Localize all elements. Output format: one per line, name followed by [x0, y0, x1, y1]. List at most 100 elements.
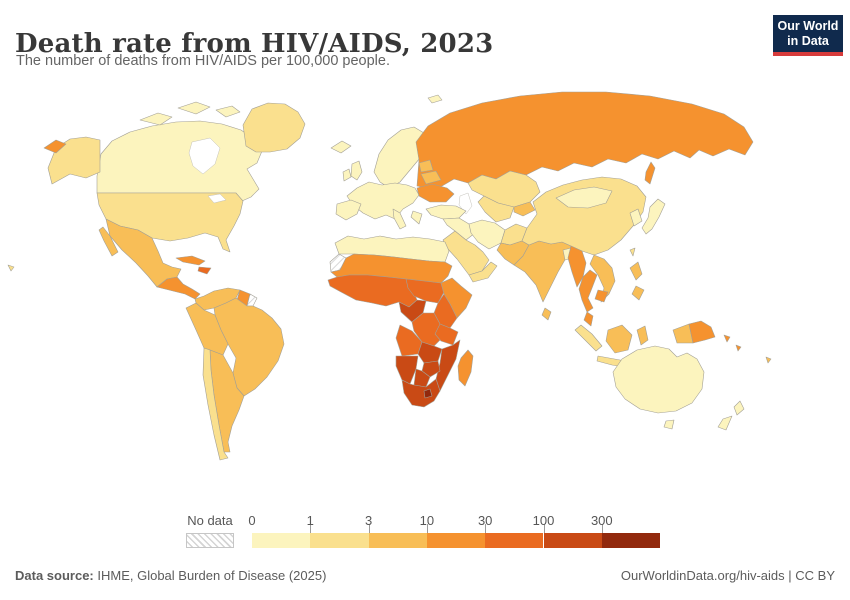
region-hispaniola[interactable] [197, 266, 212, 275]
legend-bin-10[interactable] [426, 533, 486, 548]
region-zimbabwe[interactable] [421, 360, 441, 378]
region-svalbard[interactable] [427, 94, 443, 104]
region-turkey[interactable] [425, 204, 467, 220]
region-chile[interactable] [202, 347, 229, 461]
owid-logo-line1: Our World [777, 19, 839, 33]
region-sri-lanka[interactable] [541, 307, 552, 321]
legend-tick-label: 1 [306, 513, 314, 528]
legend-tick-label: 3 [364, 513, 373, 528]
region-cambodia[interactable] [594, 289, 609, 303]
region-west-africa[interactable] [327, 274, 418, 308]
legend-tick-label: 100 [532, 513, 555, 528]
data-source-label: Data source: [15, 568, 94, 583]
legend-bin-3[interactable] [368, 533, 427, 548]
legend-bin-0[interactable] [252, 533, 311, 548]
region-hawaii[interactable] [7, 264, 15, 272]
owid-logo-line2: in Data [787, 34, 829, 48]
region-taiwan[interactable] [629, 247, 636, 257]
region-new-zealand[interactable] [733, 400, 745, 416]
region-new-zealand[interactable] [717, 415, 733, 431]
caspian-sea [458, 192, 473, 215]
region-arctic-islands[interactable] [215, 105, 241, 118]
legend-tick-mark [426, 524, 428, 533]
legend-tick-label: 30 [477, 513, 493, 528]
legend-bin-1[interactable] [310, 533, 369, 548]
region-iberia[interactable] [335, 199, 362, 221]
legend-tick-mark [368, 524, 370, 533]
legend-tick-label: 10 [419, 513, 435, 528]
region-central-asia[interactable] [477, 195, 515, 223]
region-tajikistan[interactable] [513, 201, 536, 217]
legend-no-data-swatch[interactable] [186, 533, 234, 548]
hudson-bay [188, 137, 221, 175]
region-mozambique[interactable] [435, 339, 461, 392]
legend-tick-label: 0 [248, 513, 256, 528]
region-botswana[interactable] [413, 368, 431, 388]
page-title: Death rate from HIV/AIDS, 2023 [15, 29, 494, 60]
region-south-africa[interactable] [401, 378, 441, 408]
region-mexico[interactable] [105, 218, 182, 288]
region-tasmania[interactable] [663, 419, 675, 430]
region-fiji[interactable] [765, 356, 772, 364]
region-png[interactable] [688, 320, 716, 344]
legend-bin-300[interactable] [601, 533, 661, 548]
legend-bin-30[interactable] [485, 533, 544, 548]
legend-color-bar: 0 1 3 10 30 100 300 [248, 513, 677, 548]
region-arctic-islands[interactable] [177, 101, 211, 115]
region-saudi[interactable] [442, 230, 490, 276]
region-arctic-islands[interactable] [139, 112, 173, 126]
legend-tick-mark [543, 524, 545, 533]
region-myanmar[interactable] [567, 245, 587, 288]
region-madagascar[interactable] [457, 349, 474, 387]
legend-no-data-label: No data [187, 513, 233, 528]
region-italy[interactable] [392, 208, 407, 230]
region-iceland[interactable] [330, 140, 352, 154]
region-malaysia[interactable] [583, 311, 594, 327]
region-ireland[interactable] [342, 168, 352, 182]
legend-tick-label: 300 [590, 513, 613, 528]
legend-bin-100[interactable] [543, 533, 602, 548]
region-mongolia[interactable] [555, 186, 613, 209]
region-uk[interactable] [350, 160, 363, 181]
region-yemen-oman[interactable] [468, 261, 498, 283]
region-russia[interactable] [415, 91, 754, 190]
region-china[interactable] [521, 176, 647, 256]
region-canada[interactable] [96, 120, 263, 202]
region-australia[interactable] [612, 345, 705, 414]
footer-credit-link[interactable]: OurWorldinData.org/hiv-aids | CC BY [620, 568, 835, 583]
region-philippines[interactable] [631, 285, 645, 301]
region-europe[interactable] [346, 181, 420, 220]
legend-tick-mark [601, 524, 603, 533]
region-japan[interactable] [641, 198, 666, 235]
region-sulawesi[interactable] [636, 325, 649, 346]
region-gabon-congo[interactable] [398, 299, 427, 323]
legend-tick-mark [485, 524, 487, 533]
region-greenland[interactable] [242, 102, 306, 153]
region-sumatra[interactable] [574, 324, 603, 352]
legend-tick-mark [310, 524, 312, 533]
chart-subtitle: The number of deaths from HIV/AIDS per 1… [16, 53, 390, 69]
region-chukotka[interactable] [43, 139, 67, 154]
region-central-america[interactable] [156, 276, 201, 300]
region-peru-bolivia[interactable] [185, 302, 229, 356]
region-greece[interactable] [410, 210, 423, 225]
region-philippines[interactable] [629, 261, 643, 281]
region-korea[interactable] [629, 208, 643, 227]
region-borneo[interactable] [605, 324, 633, 354]
region-lesotho[interactable] [423, 388, 433, 399]
data-source-text: IHME, Global Burden of Disease (2025) [93, 568, 327, 583]
region-thailand[interactable] [578, 269, 598, 313]
region-baltics[interactable] [418, 159, 434, 173]
region-zambia[interactable] [417, 341, 443, 364]
region-sakhalin[interactable] [644, 161, 656, 185]
region-syria-iraq[interactable] [442, 217, 476, 241]
region-solomons[interactable] [723, 334, 731, 343]
region-belarus[interactable] [420, 170, 442, 185]
region-cuba[interactable] [175, 255, 206, 266]
region-mexico-baja[interactable] [98, 226, 119, 257]
region-ukraine[interactable] [416, 183, 455, 203]
region-solomons[interactable] [735, 344, 742, 352]
region-namibia[interactable] [395, 355, 419, 385]
owid-logo[interactable]: Our World in Data [773, 15, 843, 56]
